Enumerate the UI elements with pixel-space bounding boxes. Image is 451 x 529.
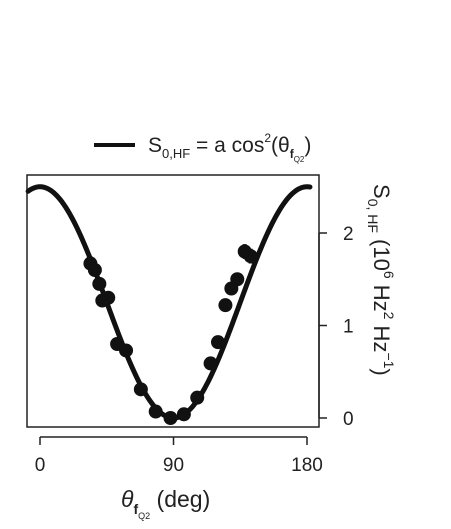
x-title-subsub: Q2 bbox=[138, 511, 150, 521]
fit-curve bbox=[25, 184, 313, 421]
y-title-hz: Hz bbox=[369, 279, 394, 312]
y-axis-title: S0, HF (106 Hz2 Hz−1) bbox=[365, 184, 397, 376]
y-title-open: (10 bbox=[369, 233, 394, 271]
y-tick-label: 0 bbox=[343, 409, 354, 430]
y-tick-label: 2 bbox=[343, 224, 354, 245]
point-marker bbox=[133, 382, 148, 397]
legend: S0,HF = a cos2(θfQ2) bbox=[94, 131, 311, 164]
data-point bbox=[148, 404, 163, 419]
point-marker bbox=[218, 298, 233, 313]
y-title-s-sub: 0, HF bbox=[365, 199, 381, 233]
data-point bbox=[133, 382, 148, 397]
point-marker bbox=[176, 407, 191, 422]
y-title-exp6: 6 bbox=[381, 271, 397, 279]
plot-area bbox=[25, 184, 313, 425]
legend-theta-sub: f bbox=[290, 147, 295, 161]
x-axis-title: θfQ2 (deg) bbox=[121, 486, 210, 521]
y-title-close: ) bbox=[369, 368, 394, 375]
data-point bbox=[92, 276, 107, 291]
data-point bbox=[87, 263, 102, 277]
x-title-sub: f bbox=[133, 501, 138, 517]
point-marker bbox=[211, 335, 225, 350]
legend-entry-fit: S0,HF = a cos2(θfQ2) bbox=[148, 131, 311, 164]
y-axis: 012 S0, HF (106 Hz2 Hz−1) bbox=[318, 184, 397, 430]
y-tick-label: 1 bbox=[343, 317, 354, 338]
x-tick-label: 180 bbox=[291, 455, 323, 476]
data-points bbox=[83, 244, 258, 425]
point-marker bbox=[101, 290, 116, 305]
point-marker bbox=[203, 356, 218, 371]
legend-sup: 2 bbox=[264, 131, 271, 145]
x-title-theta: θ bbox=[121, 486, 134, 512]
data-point bbox=[101, 290, 116, 305]
point-marker bbox=[87, 263, 102, 277]
data-point bbox=[211, 335, 225, 350]
y-title-expm1: −1 bbox=[381, 352, 397, 368]
data-point bbox=[190, 390, 205, 405]
x-tick-label: 90 bbox=[163, 455, 184, 476]
point-marker bbox=[148, 404, 163, 419]
data-point bbox=[230, 272, 245, 287]
legend-theta-subsub: Q2 bbox=[294, 155, 305, 164]
x-title-unit: (deg) bbox=[150, 486, 210, 512]
data-point bbox=[176, 407, 191, 422]
data-point bbox=[218, 298, 233, 313]
y-title-exp2: 2 bbox=[381, 312, 397, 320]
legend-open: (θ bbox=[271, 134, 290, 157]
y-title-hz2: Hz bbox=[369, 319, 394, 352]
data-point bbox=[163, 411, 178, 425]
y-title-s: S bbox=[369, 184, 394, 199]
point-marker bbox=[119, 343, 134, 358]
data-point bbox=[119, 343, 134, 358]
point-marker bbox=[243, 249, 258, 264]
x-ticks: 0 90 180 bbox=[35, 437, 323, 476]
legend-main: S bbox=[148, 134, 162, 157]
x-tick-label: 0 bbox=[35, 455, 46, 476]
point-marker bbox=[190, 390, 205, 405]
legend-close: ) bbox=[304, 134, 311, 157]
data-point bbox=[243, 248, 258, 264]
data-point bbox=[203, 356, 218, 371]
x-axis: 0 90 180 θfQ2 (deg) bbox=[35, 436, 323, 521]
y-ticks: 0 1 2 bbox=[319, 224, 354, 430]
point-marker bbox=[92, 276, 107, 291]
legend-eq: = a cos bbox=[190, 134, 264, 157]
legend-main-sub: 0,HF bbox=[162, 146, 190, 161]
point-marker bbox=[163, 411, 178, 425]
point-marker bbox=[230, 272, 245, 287]
